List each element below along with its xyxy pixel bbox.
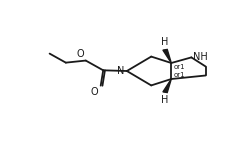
Text: NH: NH [193,52,208,62]
Text: H: H [161,37,169,47]
Polygon shape [163,49,171,63]
Polygon shape [163,79,171,93]
Text: N: N [116,66,124,76]
Text: or1: or1 [173,72,185,78]
Text: H: H [161,95,169,105]
Text: O: O [77,49,84,59]
Text: or1: or1 [173,64,185,70]
Text: O: O [90,87,98,97]
